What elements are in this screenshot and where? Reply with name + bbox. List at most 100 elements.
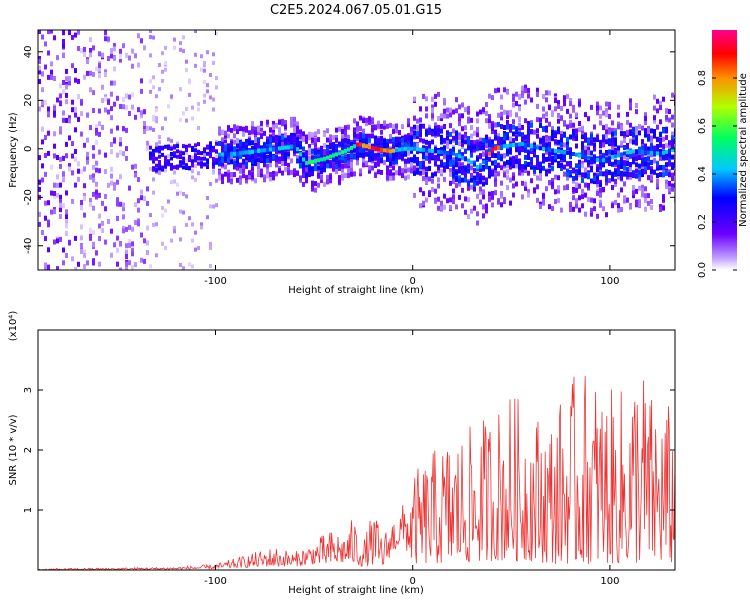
spectrogram-cell — [590, 207, 593, 213]
spectrogram-cell — [98, 131, 101, 137]
spectrogram-cell — [278, 127, 281, 133]
spectrogram-cell — [389, 169, 392, 175]
spectrogram-cell — [653, 94, 656, 100]
spectrogram-cell — [170, 152, 173, 156]
spectrogram-cell — [641, 145, 644, 151]
spectrogram-cell — [116, 125, 119, 131]
spectrogram-cell — [176, 182, 179, 187]
spectrogram-cell — [107, 219, 110, 224]
spectrogram-cell — [572, 135, 575, 141]
spectrogram-cell — [155, 116, 158, 121]
spectrogram-cell — [470, 208, 473, 214]
spectrogram-cell — [584, 172, 587, 178]
spectrogram-cell — [659, 149, 662, 154]
spectrogram-cell — [632, 170, 635, 176]
spectrogram-cell — [620, 125, 623, 131]
spectrogram-cell — [467, 197, 470, 203]
spectrogram-cell — [491, 144, 494, 149]
spectrogram-peak — [350, 145, 353, 150]
spectrogram-cell — [596, 164, 599, 170]
spectrogram-cell — [92, 145, 95, 151]
spectrogram-cell — [497, 133, 500, 139]
spectrogram-cell — [230, 127, 233, 133]
spectrogram-cell — [347, 155, 350, 161]
spectrogram-peak — [440, 150, 443, 155]
spectrogram-cell — [590, 197, 593, 203]
spectrogram-cell — [617, 169, 620, 175]
spectrogram-cell — [122, 206, 125, 212]
spectrogram-peak — [257, 149, 260, 153]
spectrogram-cell — [569, 201, 572, 207]
spectrogram-cell — [605, 111, 608, 117]
spectrogram-cell — [380, 141, 383, 147]
spectrogram-cell — [518, 106, 521, 112]
spectrogram-cell — [164, 159, 167, 164]
spectrogram-cell — [563, 131, 566, 137]
spectrogram-cell — [137, 221, 140, 227]
spectrogram-cell — [221, 158, 224, 163]
spectrogram-cell — [614, 141, 617, 147]
spectrogram-cell — [548, 162, 551, 168]
spectrogram-cell — [194, 143, 197, 148]
spectrogram-cell — [41, 126, 44, 132]
spectrogram-cell — [548, 90, 551, 96]
spectrogram-cell — [644, 165, 647, 171]
spectrogram-cell — [278, 142, 281, 147]
spectrogram-cell — [53, 153, 56, 159]
spectrogram-cell — [482, 189, 485, 195]
spectrogram-cell — [587, 146, 590, 152]
spectrogram-cell — [482, 181, 485, 187]
spectrogram-peak — [653, 151, 656, 156]
spectrogram-cell — [629, 174, 632, 180]
spectrogram-cell — [275, 149, 278, 155]
spectrogram-cell — [554, 106, 557, 112]
spectrogram-cell — [137, 62, 140, 68]
spectrogram-cell — [251, 158, 254, 164]
spectrogram-cell — [95, 66, 98, 72]
spectrogram-cell — [671, 186, 674, 192]
spectrogram-cell — [329, 144, 332, 150]
spectrogram-cell — [581, 172, 584, 178]
spectrogram-cell — [476, 146, 479, 152]
spectrogram-cell — [458, 149, 461, 155]
spectrogram-cell — [590, 211, 593, 217]
spectrogram-cell — [611, 161, 614, 167]
spectrogram-cell — [389, 152, 392, 158]
spectrogram-peak — [620, 152, 623, 157]
spectrogram-cell — [590, 178, 593, 184]
spectrogram-cell — [584, 150, 587, 155]
spectrogram-cell — [146, 145, 149, 151]
spectrogram-cell — [479, 153, 482, 159]
spectrogram-cell — [647, 163, 650, 169]
spectrogram-cell — [299, 144, 302, 150]
spectrogram-cell — [233, 172, 236, 178]
spectrogram-cell — [131, 92, 134, 98]
spectrogram-cell — [665, 143, 668, 148]
spectrogram-cell — [605, 108, 608, 114]
spectrogram-cell — [158, 166, 161, 171]
spectrogram-cell — [74, 235, 77, 241]
spectrogram-cell — [134, 220, 137, 225]
spectrogram-cell — [203, 61, 206, 65]
spectrogram-cell — [497, 112, 500, 118]
spectrogram-cell — [152, 159, 155, 164]
spectrogram-cell — [266, 154, 269, 160]
spectrogram-cell — [143, 258, 146, 264]
spectrogram-cell — [317, 151, 320, 157]
spectrogram-cell — [368, 142, 371, 148]
spectrogram-cell — [206, 165, 209, 169]
spectrogram-cell — [497, 163, 500, 168]
spectrogram-cell — [536, 128, 539, 134]
spectrogram-cell — [581, 134, 584, 140]
spectrogram-peak — [455, 153, 458, 157]
spectrogram-cell — [587, 185, 590, 191]
spectrogram-cell — [98, 192, 101, 198]
spectrogram-cell — [440, 200, 443, 206]
spectrogram-cell — [125, 226, 128, 232]
spectrogram-cell — [449, 154, 452, 160]
spectrogram-cell — [566, 139, 569, 145]
spectrogram-cell — [311, 155, 314, 161]
spectrogram-peak — [449, 151, 452, 156]
spectrogram-cell — [413, 193, 416, 198]
